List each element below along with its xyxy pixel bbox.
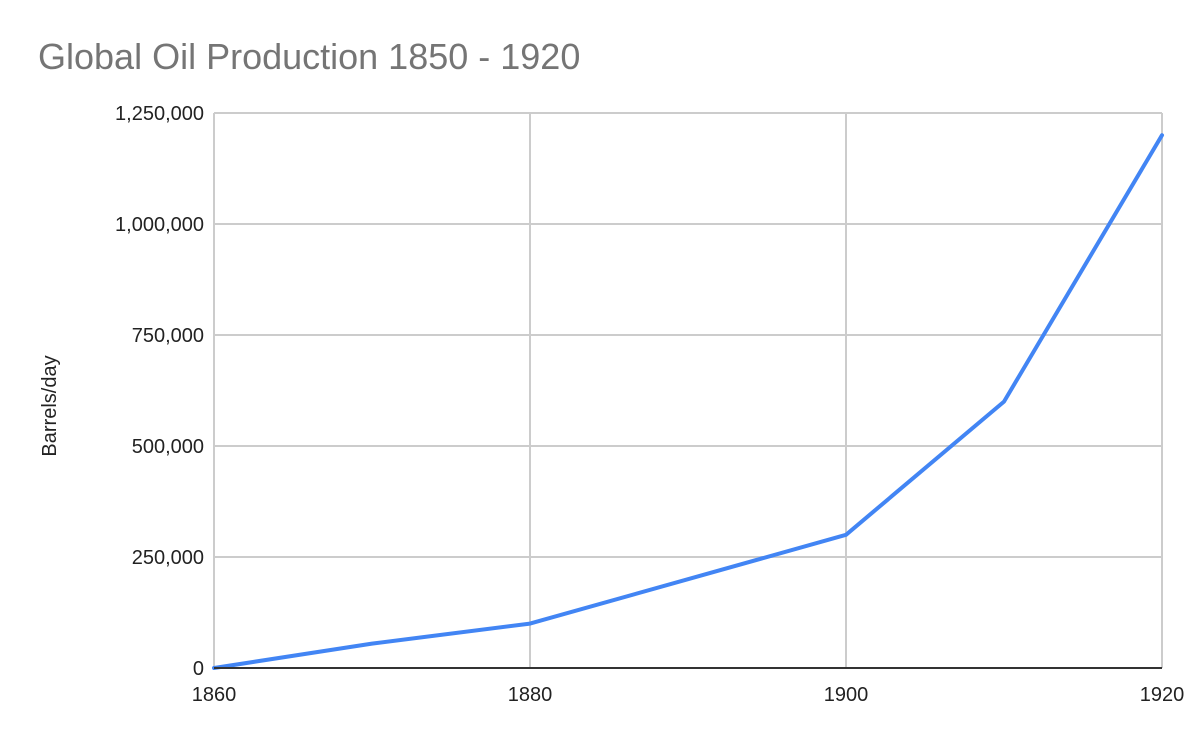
y-tick-label: 1,250,000 [115,103,204,125]
chart-title: Global Oil Production 1850 - 1920 [38,36,580,77]
y-tick-label: 1,000,000 [115,214,204,236]
series-line [212,133,1164,670]
y-axis-ticks: 0 250,000 500,000 750,000 1,000,000 1,250,000 [115,103,204,680]
y-axis-label: Barrels/day [39,355,61,456]
x-tick-label: 1880 [508,684,553,706]
x-tick-label: 1920 [1140,684,1185,706]
y-tick-label: 750,000 [132,325,204,347]
grid-lines [213,112,1163,668]
series-lines [212,133,1164,670]
y-tick-label: 0 [193,658,204,680]
x-tick-label: 1900 [824,684,869,706]
y-tick-label: 250,000 [132,547,204,569]
x-axis-ticks: 1860 1880 1900 1920 [192,684,1185,706]
x-tick-label: 1860 [192,684,237,706]
y-tick-label: 500,000 [132,436,204,458]
